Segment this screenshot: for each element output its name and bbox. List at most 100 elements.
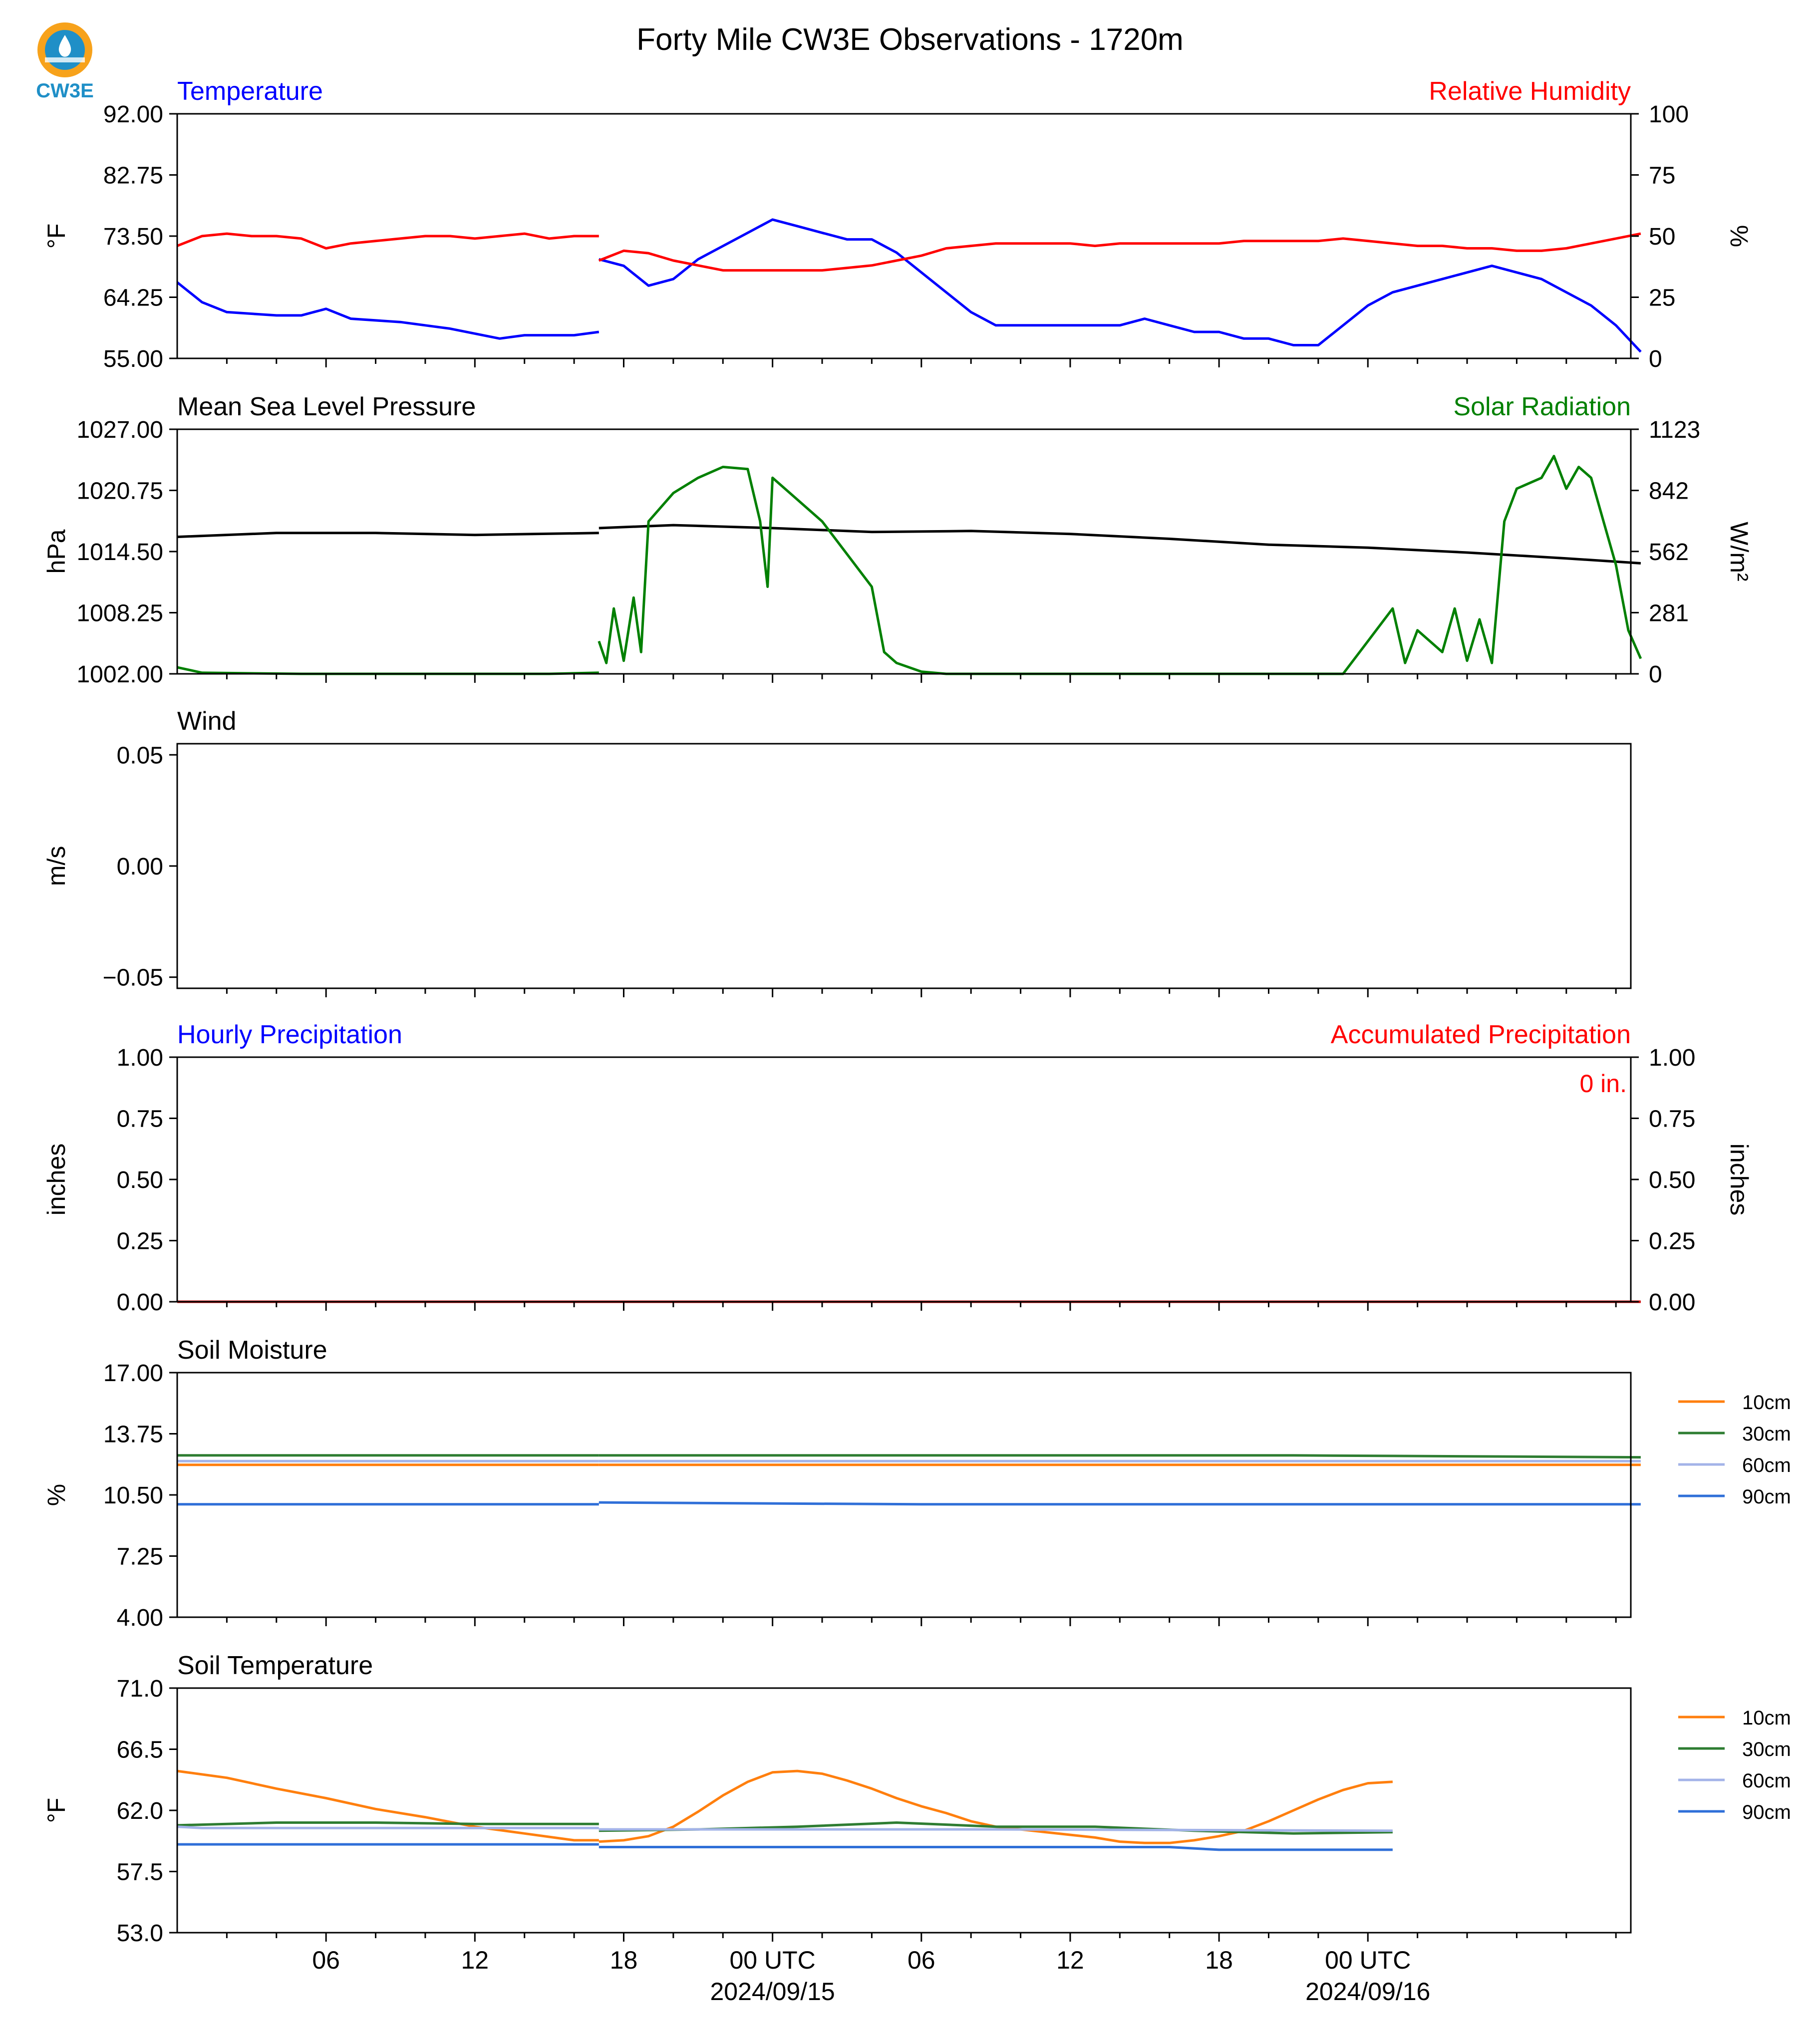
y-right-tick-label: 0.75	[1649, 1106, 1695, 1133]
x-tick-label: 18	[1205, 1946, 1233, 1974]
plot-frame	[176, 1372, 1632, 1618]
y-tick-label: 13.75	[103, 1422, 163, 1448]
y-tick-label: 10.50	[103, 1482, 163, 1509]
legend-label: 60cm	[1742, 1770, 1791, 1792]
y-tick-label: 57.5	[117, 1859, 163, 1886]
legend: 10cm 30cm 60cm 90cm	[1678, 1392, 1791, 1508]
y-right-tick-label: 281	[1649, 600, 1689, 626]
legend-label: 60cm	[1742, 1454, 1791, 1476]
y-axis-label: m/s	[42, 846, 70, 886]
y-tick-label: 4.00	[117, 1605, 163, 1631]
series-line-mean-sea-level-pressure-2	[599, 524, 1641, 565]
y-axis-label: %	[42, 1484, 70, 1506]
y-right-tick-label: 562	[1649, 539, 1689, 566]
y-axis-label: hPa	[42, 529, 70, 574]
y-right-axis-label: %	[1725, 225, 1753, 247]
y-tick-label: 0.00	[117, 1289, 163, 1316]
y-right-tick-label: 842	[1649, 478, 1689, 505]
y-tick-label: 0.00	[117, 854, 163, 880]
y-tick-label: 1020.75	[76, 478, 163, 505]
y-tick-label: 7.25	[117, 1544, 163, 1570]
series-line-30cm-1	[177, 1821, 599, 1827]
panel-left-title: Temperature	[177, 77, 323, 106]
legend-label: 90cm	[1742, 1801, 1791, 1823]
y-right-tick-label: 25	[1649, 285, 1675, 311]
panel-6: 53.0 57.5 62.0 66.5 71.0 Soil Temperature °F 10…	[42, 1651, 1791, 1947]
series-line-30cm-2	[599, 1821, 1393, 1835]
x-date-label: 2024/09/15	[710, 1978, 835, 2006]
series-line-mean-sea-level-pressure-1	[177, 532, 599, 539]
figure-title: Forty Mile CW3E Observations - 1720m	[636, 22, 1184, 57]
y-axis-label: °F	[42, 224, 70, 249]
y-right-tick-label: 0	[1649, 661, 1662, 688]
y-right-tick-label: 1.00	[1649, 1045, 1695, 1071]
y-right-tick-label: 1123	[1649, 417, 1700, 443]
panel-5: 4.00 7.25 10.50 13.75 17.00 Soil Moisture% 10c…	[42, 1336, 1791, 1631]
y-right-tick-label: 0	[1649, 346, 1662, 372]
accumulated-precip-annotation: 0 in.	[1579, 1070, 1627, 1098]
series-line-90cm-2	[599, 1501, 1641, 1506]
panel-left-title: Hourly Precipitation	[177, 1020, 402, 1049]
series-line-solar-radiation-1	[177, 666, 599, 675]
x-tick-label: 00 UTC	[1325, 1946, 1411, 1974]
legend-label: 10cm	[1742, 1707, 1791, 1729]
y-tick-label: 0.05	[117, 742, 163, 769]
y-axis-label: °F	[42, 1798, 70, 1823]
panel-left-title: Soil Temperature	[177, 1651, 373, 1680]
y-tick-label: 1014.50	[76, 539, 163, 566]
panel-right-title: Solar Radiation	[1453, 392, 1631, 421]
y-right-axis-label: inches	[1725, 1144, 1753, 1216]
y-tick-label: 66.5	[117, 1737, 163, 1763]
y-right-tick-label: 0.00	[1649, 1289, 1695, 1316]
plot-frame	[176, 1687, 1632, 1934]
y-tick-label: 0.75	[117, 1106, 163, 1133]
panel-1: 55.00 64.25 73.50 82.75 92.00 0 25 50 75 100 Tempe…	[42, 77, 1753, 372]
x-tick-label: 06	[908, 1946, 935, 1974]
x-tick-label: 18	[610, 1946, 638, 1974]
y-tick-label: 0.25	[117, 1228, 163, 1255]
panel-4: 0.00 0.25 0.50 0.75 1.00 0.00 0.25 0.50 0.75 1.00…	[42, 1020, 1753, 1316]
panel-left-title: Mean Sea Level Pressure	[177, 392, 476, 421]
series-line-relative-humidity-2	[598, 232, 1641, 272]
series-line-60cm-2	[599, 1828, 1393, 1832]
y-tick-label: 17.00	[103, 1360, 163, 1387]
panels: 55.00 64.25 73.50 82.75 92.00 0 25 50 75 100 Tempe…	[42, 77, 1791, 1947]
series-line-90cm-2	[599, 1846, 1393, 1851]
y-right-tick-label: 50	[1649, 224, 1675, 250]
series-line-temperature-1	[176, 281, 600, 340]
plot-frame	[176, 1056, 1632, 1303]
y-axis-label: inches	[42, 1144, 70, 1216]
y-tick-label: 0.50	[117, 1167, 163, 1193]
x-tick-label: 06	[312, 1946, 340, 1974]
y-tick-label: 1.00	[117, 1045, 163, 1071]
x-date-label: 2024/09/16	[1305, 1978, 1430, 2006]
y-tick-label: 71.0	[117, 1676, 163, 1702]
x-tick-label: 12	[461, 1946, 489, 1974]
logo-drop-icon	[58, 35, 71, 57]
series-line-solar-radiation-2	[598, 455, 1642, 675]
plot-frame	[176, 428, 1632, 675]
series-line-temperature-2	[599, 218, 1642, 353]
y-right-tick-label: 0.25	[1649, 1228, 1695, 1255]
plot-frame	[176, 743, 1632, 989]
series-line-60cm-1	[177, 1825, 599, 1829]
y-tick-label: −0.05	[103, 965, 163, 991]
legend-label: 10cm	[1742, 1392, 1791, 1414]
legend: 10cm 30cm 60cm 90cm	[1678, 1707, 1791, 1823]
panel-right-title: Relative Humidity	[1429, 77, 1631, 106]
legend-label: 90cm	[1742, 1486, 1791, 1508]
logo-text: CW3E	[36, 80, 94, 102]
panel-right-title: Accumulated Precipitation	[1331, 1020, 1631, 1049]
series-line-10cm-1	[177, 1769, 599, 1842]
y-tick-label: 55.00	[103, 346, 163, 372]
y-tick-label: 1008.25	[76, 600, 163, 627]
panel-2: 1002.00 1008.25 1014.50 1020.75 1027.00 0 281 5…	[42, 392, 1753, 688]
y-tick-label: 73.50	[103, 224, 163, 250]
logo-wave	[45, 57, 85, 62]
series-line-relative-humidity-1	[177, 232, 599, 250]
panel-3: −0.05 0.00 0.05 Wind m/s	[42, 707, 1632, 997]
y-right-tick-label: 0.50	[1649, 1167, 1695, 1193]
series-line-30cm-2	[599, 1454, 1641, 1459]
x-axis: 06 12 18 00 UTC 06 12 18 00 UTC 2024/09/15 2024/0…	[312, 1946, 1430, 2006]
